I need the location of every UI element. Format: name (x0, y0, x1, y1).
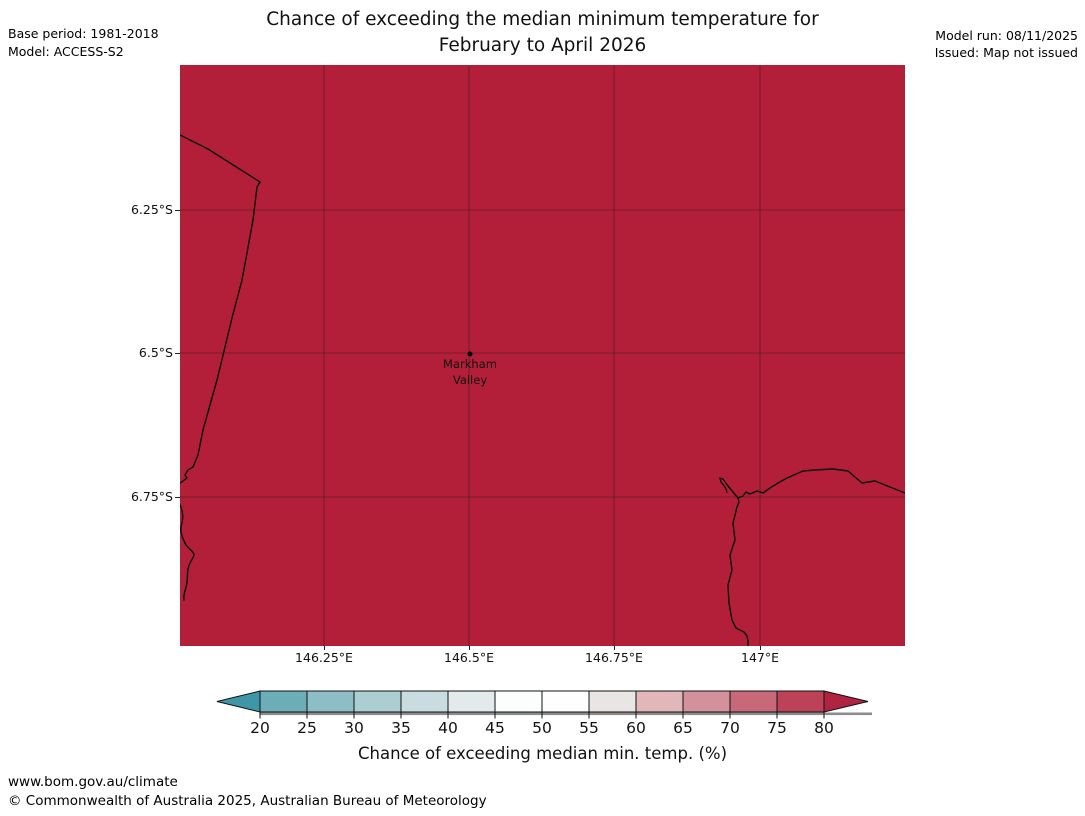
page-title-line2: February to April 2026 (438, 34, 647, 56)
coastline-southeast (719, 468, 905, 499)
colorbar-segment (306, 690, 355, 713)
river-southeast (727, 497, 749, 646)
page-title: Chance of exceeding the median minimum t… (0, 7, 1085, 58)
x-axis-tick-mark (759, 646, 761, 650)
colorbar-tick-label: 75 (767, 719, 787, 737)
y-axis-tick-label: 6.5°S (138, 345, 173, 360)
map-region: Markham Valley (180, 65, 905, 646)
colorbar-left-arrow (216, 690, 261, 713)
colorbar-segment (494, 690, 543, 713)
colorbar-canvas (216, 690, 872, 719)
colorbar-tick-label: 40 (438, 719, 458, 737)
issued-label: Issued: Map not issued (934, 44, 1078, 60)
y-axis-tick-mark (175, 352, 180, 354)
coastline (180, 134, 905, 646)
y-axis-tick-mark (175, 209, 180, 211)
y-axis-tick-mark (175, 496, 180, 498)
footer-url: www.bom.gov.au/climate (8, 774, 178, 790)
location-marker-label: Markham Valley (443, 357, 497, 388)
colorbar-tick-label: 65 (673, 719, 693, 737)
colorbar-right-arrow (823, 690, 869, 713)
page-title-line1: Chance of exceeding the median minimum t… (266, 9, 819, 30)
run-info-left: Base period: 1981-2018 Model: ACCESS-S2 (8, 25, 159, 60)
location-marker-label-line1: Markham (443, 357, 497, 371)
coastline-southwest (180, 504, 195, 601)
y-axis-tick-label: 6.75°S (130, 489, 173, 504)
colorbar-segment (400, 690, 449, 713)
colorbar-tick-label: 60 (626, 719, 646, 737)
colorbar-tick-label: 50 (532, 719, 552, 737)
x-axis-tick-label: 146.75°E (585, 650, 643, 665)
colorbar-segment (729, 690, 778, 713)
model-run-label: Model run: 08/11/2025 (935, 28, 1078, 43)
x-axis-tick-label: 146.25°E (295, 650, 353, 665)
colorbar-tick-label: 25 (297, 719, 317, 737)
colorbar-tick-label: 55 (579, 719, 599, 737)
footer-copyright: © Commonwealth of Australia 2025, Austra… (8, 793, 487, 809)
colorbar-tick-label: 30 (344, 719, 364, 737)
colorbar-tick-label: 45 (485, 719, 505, 737)
model-label: Model: ACCESS-S2 (8, 43, 124, 59)
colorbar-tick-label: 70 (720, 719, 740, 737)
x-axis-tick-label: 146.5°E (444, 650, 494, 665)
colorbar-segment (682, 690, 731, 713)
colorbar-segment (776, 690, 825, 713)
colorbar-caption: Chance of exceeding median min. temp. (%… (357, 744, 728, 763)
base-period-label: Base period: 1981-2018 (8, 26, 159, 41)
colorbar-segment (588, 690, 637, 713)
colorbar-segment (353, 690, 402, 713)
colorbar-tick-label: 35 (391, 719, 411, 737)
colorbar-segment (259, 690, 308, 713)
colorbar-segment (447, 690, 496, 713)
colorbar (213, 690, 873, 722)
x-axis-tick-mark (323, 646, 325, 650)
y-axis-tick-label: 6.25°S (130, 202, 173, 217)
map-gridlines (180, 65, 905, 646)
map-canvas (180, 65, 905, 646)
x-axis-tick-mark (613, 646, 615, 650)
colorbar-shadow (260, 712, 872, 716)
colorbar-segment (635, 690, 684, 713)
x-axis-tick-mark (468, 646, 470, 650)
location-marker-label-line2: Valley (452, 372, 488, 387)
x-axis-tick-label: 147°E (740, 650, 780, 665)
coastline-northwest (180, 134, 261, 484)
colorbar-segment (541, 690, 590, 713)
colorbar-tick-label: 80 (814, 719, 834, 737)
colorbar-tick-label: 20 (250, 719, 270, 737)
location-marker-dot (467, 351, 473, 357)
run-info-right: Model run: 08/11/2025 Issued: Map not is… (935, 28, 1078, 61)
